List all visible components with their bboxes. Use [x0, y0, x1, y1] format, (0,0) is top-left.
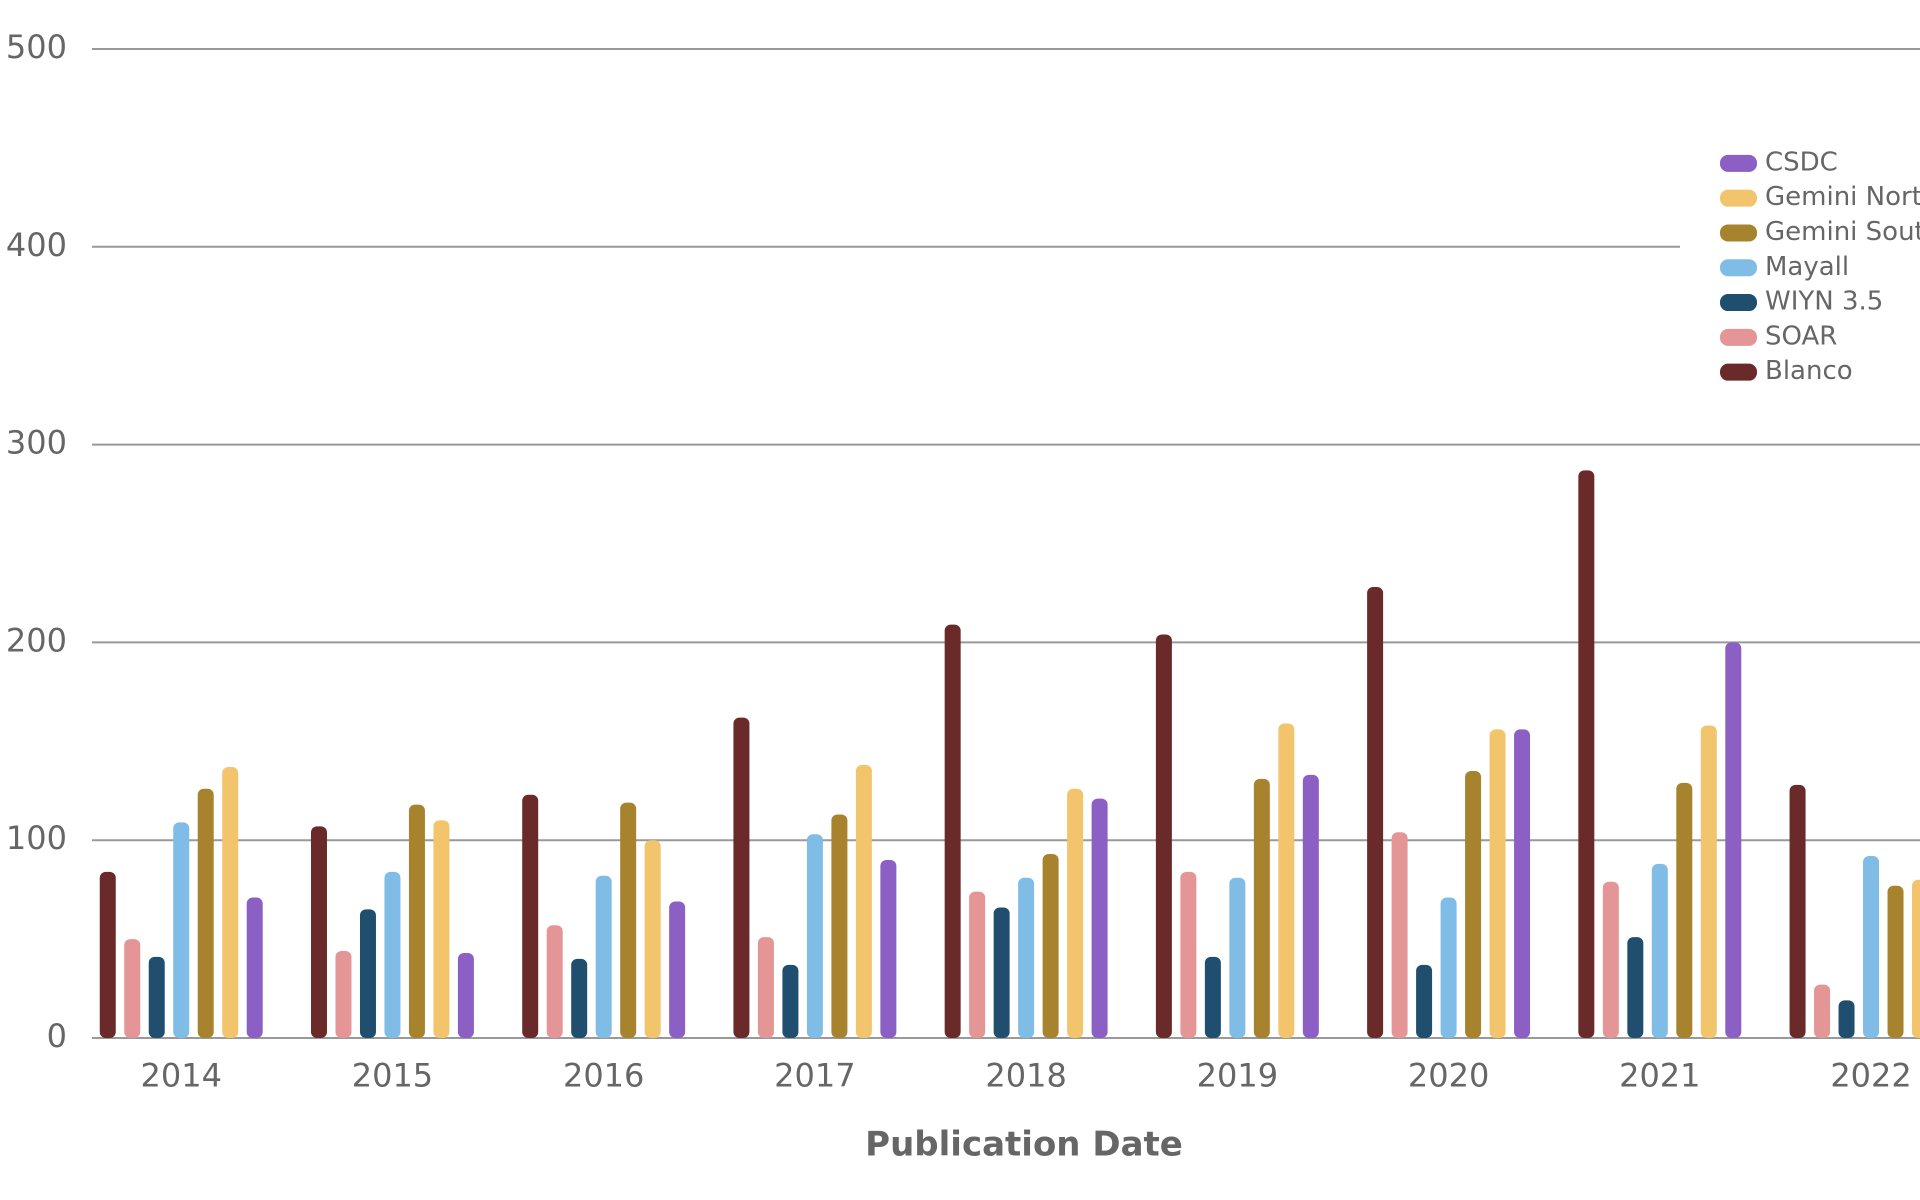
bar: [99, 871, 116, 1038]
x-tick-label: 2019: [1197, 1057, 1278, 1095]
legend-swatch: [1720, 189, 1757, 207]
bar: [993, 907, 1010, 1038]
bar: [124, 939, 141, 1038]
bar: [1042, 854, 1059, 1038]
x-axis-title: Publication Date: [865, 1125, 1183, 1165]
bar: [1465, 770, 1482, 1038]
bar: [831, 814, 848, 1038]
y-tick-label: 100: [6, 819, 67, 857]
bar: [246, 897, 263, 1038]
x-tick-label: 2022: [1830, 1057, 1911, 1095]
bar: [1700, 725, 1717, 1038]
bar: [1391, 832, 1408, 1038]
x-tick-label: 2020: [1408, 1057, 1489, 1095]
bar: [969, 891, 986, 1038]
bar: [1789, 784, 1806, 1038]
bar: [1302, 774, 1319, 1038]
bar: [1578, 470, 1595, 1039]
bar: [880, 859, 897, 1038]
bar: [335, 950, 352, 1038]
legend-label: SOAR: [1765, 321, 1837, 351]
bar: [197, 788, 214, 1038]
bar: [595, 875, 612, 1038]
bar: [1514, 729, 1531, 1038]
bar: [1253, 778, 1270, 1038]
bar: [457, 952, 474, 1038]
bar: [757, 937, 774, 1038]
legend-swatch: [1720, 363, 1757, 381]
x-tick-label: 2016: [563, 1057, 644, 1095]
legend-background: [1680, 132, 1920, 407]
x-tick-label: 2021: [1619, 1057, 1700, 1095]
bar: [384, 871, 401, 1038]
bar: [1489, 729, 1506, 1038]
bar: [1155, 634, 1172, 1038]
bar: [310, 826, 327, 1038]
y-tick-label: 500: [6, 28, 67, 66]
legend-swatch: [1720, 224, 1757, 242]
bar: [1367, 587, 1384, 1038]
x-tick-label: 2014: [141, 1057, 222, 1095]
bar: [669, 901, 686, 1038]
y-tick-label: 300: [6, 424, 67, 462]
bar: [1627, 937, 1644, 1038]
legend-swatch: [1720, 328, 1757, 346]
bar: [522, 794, 539, 1038]
y-tick-label: 0: [47, 1017, 67, 1055]
bar: [1602, 881, 1619, 1038]
legend-label: Gemini South: [1765, 217, 1920, 247]
legend-swatch: [1720, 259, 1757, 277]
bar: [855, 765, 872, 1038]
bar: [1440, 897, 1457, 1038]
legend-label: WIYN 3.5: [1765, 287, 1883, 317]
bar: [1204, 956, 1221, 1038]
bar: [1067, 788, 1084, 1038]
bar: [408, 804, 425, 1038]
y-tick-label: 200: [6, 621, 67, 659]
bar: [782, 964, 799, 1038]
bar: [806, 834, 823, 1038]
bar: [433, 820, 450, 1038]
bar: [644, 840, 661, 1038]
bar: [1229, 877, 1246, 1038]
bar: [1676, 782, 1693, 1038]
x-tick-label: 2018: [985, 1057, 1066, 1095]
bar: [1180, 871, 1197, 1038]
bar: [1416, 964, 1433, 1038]
bar: [944, 624, 961, 1038]
bar: [173, 822, 190, 1038]
legend-swatch: [1720, 294, 1757, 312]
bar: [1863, 856, 1880, 1038]
bar: [1725, 642, 1742, 1038]
bar: [1278, 723, 1295, 1038]
bar: [733, 717, 750, 1038]
bar: [1651, 863, 1668, 1038]
legend-label: Blanco: [1765, 356, 1853, 386]
bar: [1838, 1000, 1855, 1038]
bar: [222, 767, 239, 1038]
bar: [571, 958, 588, 1038]
legend-label: Gemini North: [1765, 182, 1920, 212]
legend-swatch: [1720, 154, 1757, 172]
x-tick-label: 2015: [352, 1057, 433, 1095]
bar: [1887, 885, 1904, 1038]
bar: [1091, 798, 1108, 1038]
bar: [546, 925, 563, 1038]
legend-label: Mayall: [1765, 252, 1849, 282]
bar: [359, 909, 376, 1038]
bar: [148, 956, 165, 1038]
bar: [1814, 984, 1831, 1038]
x-tick-label: 2017: [774, 1057, 855, 1095]
bar: [1912, 879, 1920, 1038]
legend-label: CSDC: [1765, 147, 1838, 177]
y-tick-label: 400: [6, 226, 67, 264]
bar: [1018, 877, 1035, 1038]
bar: [620, 802, 637, 1038]
